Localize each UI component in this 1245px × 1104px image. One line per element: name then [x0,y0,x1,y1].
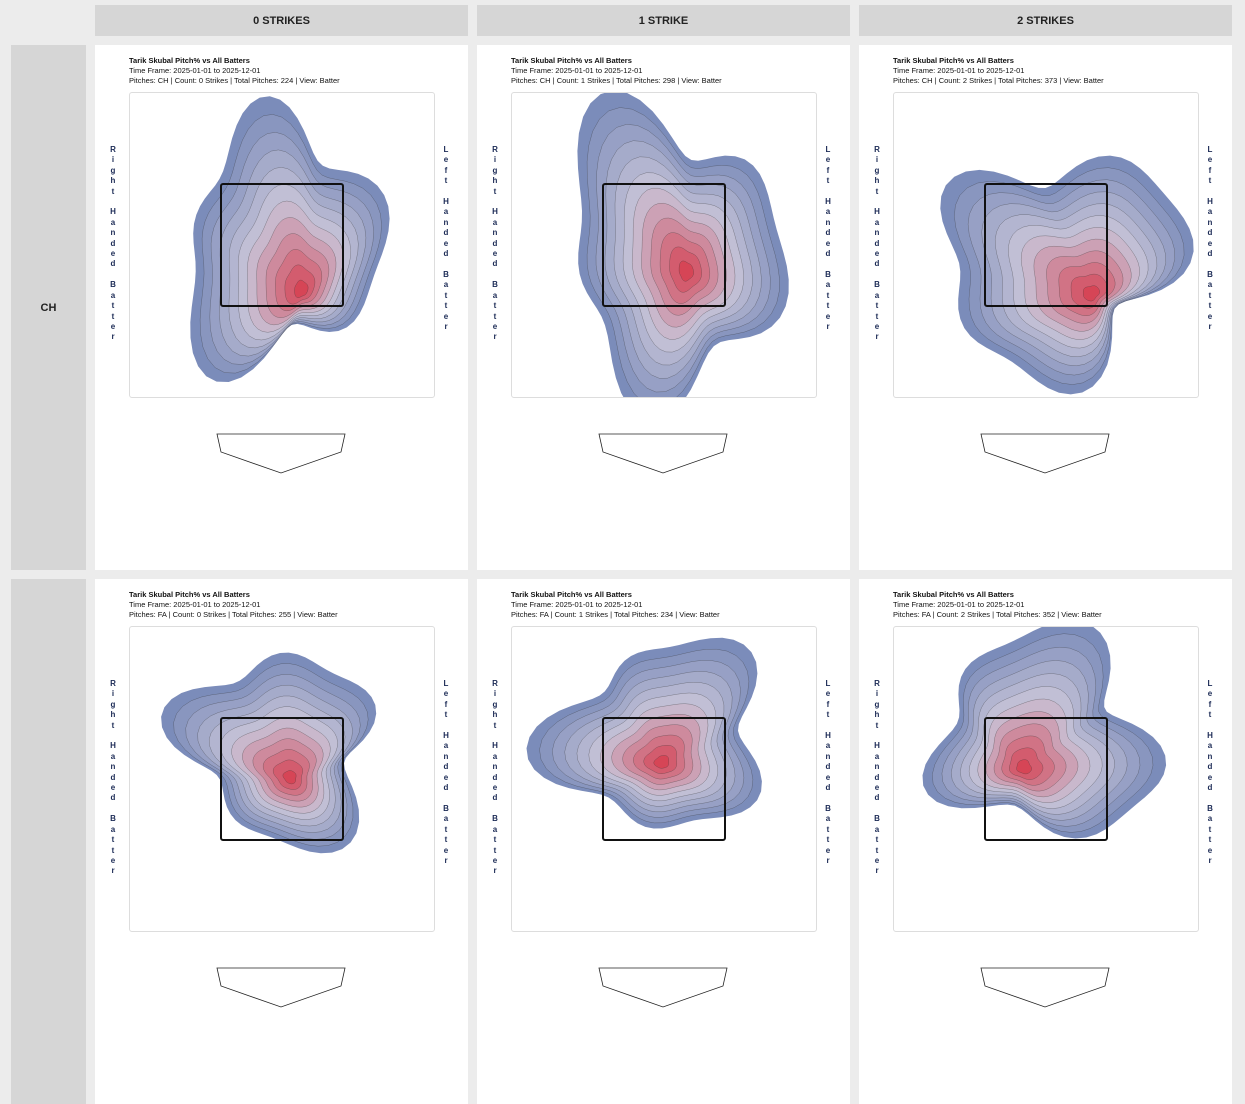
column-header-0: 0 STRIKES [95,5,468,36]
panel-timeframe: Time Frame: 2025-01-01 to 2025-12-01 [511,600,643,609]
panel-info: Pitches: CH | Count: 2 Strikes | Total P… [893,76,1104,85]
home-plate-icon [213,965,349,1014]
panel-timeframe: Time Frame: 2025-01-01 to 2025-12-01 [129,66,261,75]
home-plate-icon [595,965,731,1014]
panel-info: Pitches: CH | Count: 0 Strikes | Total P… [129,76,340,85]
home-plate-icon [977,431,1113,480]
density-contour [294,279,309,298]
row-header-1 [11,579,86,1104]
panel-info: Pitches: FA | Count: 0 Strikes | Total P… [129,610,338,619]
panel-timeframe: Time Frame: 2025-01-01 to 2025-12-01 [129,600,261,609]
panel-title: Tarik Skubal Pitch% vs All Batters [511,590,632,599]
density-plot [511,626,817,932]
panel-title: Tarik Skubal Pitch% vs All Batters [511,56,632,65]
heatmap-panel: Tarik Skubal Pitch% vs All Batters Time F… [95,45,468,570]
density-contour [678,260,694,282]
panel-info: Pitches: FA | Count: 2 Strikes | Total P… [893,610,1102,619]
panel-title: Tarik Skubal Pitch% vs All Batters [893,590,1014,599]
panel-title: Tarik Skubal Pitch% vs All Batters [129,590,250,599]
density-plot [129,92,435,398]
column-header-2: 2 STRIKES [859,5,1232,36]
home-plate-icon [595,431,731,480]
strike-zone [220,183,344,307]
density-plot [893,92,1199,398]
panel-title: Tarik Skubal Pitch% vs All Batters [893,56,1014,65]
panel-title: Tarik Skubal Pitch% vs All Batters [129,56,250,65]
panel-timeframe: Time Frame: 2025-01-01 to 2025-12-01 [893,600,1025,609]
column-header-1: 1 STRIKE [477,5,850,36]
strike-zone [602,183,726,307]
density-plot [129,626,435,932]
density-contour [1082,285,1100,302]
panel-timeframe: Time Frame: 2025-01-01 to 2025-12-01 [893,66,1025,75]
panel-info: Pitches: CH | Count: 1 Strikes | Total P… [511,76,722,85]
row-header-0: CH [11,45,86,570]
panel-info: Pitches: FA | Count: 1 Strikes | Total P… [511,610,720,619]
heatmap-panel: Tarik Skubal Pitch% vs All Batters Time F… [859,45,1232,570]
heatmap-panel: Tarik Skubal Pitch% vs All Batters Time F… [477,579,850,1104]
density-plot [893,626,1199,932]
density-plot [511,92,817,398]
strike-zone [984,183,1108,307]
home-plate-icon [213,431,349,480]
heatmap-panel: Tarik Skubal Pitch% vs All Batters Time F… [477,45,850,570]
heatmap-panel: Tarik Skubal Pitch% vs All Batters Time F… [859,579,1232,1104]
panel-timeframe: Time Frame: 2025-01-01 to 2025-12-01 [511,66,643,75]
home-plate-icon [977,965,1113,1014]
heatmap-panel: Tarik Skubal Pitch% vs All Batters Time F… [95,579,468,1104]
